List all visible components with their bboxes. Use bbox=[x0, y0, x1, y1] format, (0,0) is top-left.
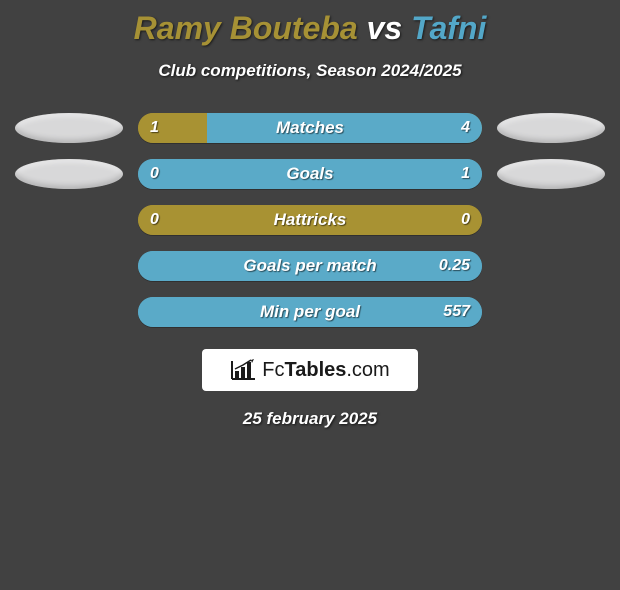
stat-row: 0.25Goals per match bbox=[0, 251, 620, 281]
date-label: 25 february 2025 bbox=[0, 409, 620, 429]
stat-row: 01Goals bbox=[0, 159, 620, 189]
ellipse-slot-right bbox=[482, 159, 620, 189]
ellipse-slot-left bbox=[0, 113, 138, 143]
logo-text-prefix: Fc bbox=[262, 359, 284, 381]
bar-fill-player2 bbox=[138, 159, 482, 189]
player2-badge bbox=[497, 113, 605, 143]
bar-fill-player2 bbox=[138, 251, 482, 281]
logo-text-suffix: .com bbox=[346, 359, 389, 381]
fctables-logo: FcTables.com bbox=[202, 349, 418, 391]
stat-bar: 557Min per goal bbox=[138, 297, 482, 327]
logo-text: FcTables.com bbox=[262, 359, 389, 382]
title-player2: Tafni bbox=[411, 10, 486, 46]
stat-bar: 0.25Goals per match bbox=[138, 251, 482, 281]
title-vs: vs bbox=[367, 10, 403, 46]
stat-bar: 14Matches bbox=[138, 113, 482, 143]
bar-chart-icon bbox=[230, 359, 256, 381]
ellipse-slot-left bbox=[0, 159, 138, 189]
page-title: Ramy Bouteba vs Tafni bbox=[0, 10, 620, 47]
player1-badge bbox=[15, 159, 123, 189]
stat-bar: 01Goals bbox=[138, 159, 482, 189]
stat-row: 00Hattricks bbox=[0, 205, 620, 235]
bar-fill-player1 bbox=[138, 113, 207, 143]
logo-text-bold: Tables bbox=[285, 359, 347, 381]
bar-fill-player2 bbox=[138, 297, 482, 327]
ellipse-slot-right bbox=[482, 113, 620, 143]
stat-bar: 00Hattricks bbox=[138, 205, 482, 235]
subtitle: Club competitions, Season 2024/2025 bbox=[0, 61, 620, 81]
player2-badge bbox=[497, 159, 605, 189]
title-player1: Ramy Bouteba bbox=[134, 10, 358, 46]
comparison-rows: 14Matches 01Goals 00Hattricks 0.25Goals per… bbox=[0, 113, 620, 327]
stat-row: 14Matches bbox=[0, 113, 620, 143]
player1-badge bbox=[15, 113, 123, 143]
bar-fill-player1 bbox=[138, 205, 482, 235]
bar-fill-player2 bbox=[207, 113, 482, 143]
stat-row: 557Min per goal bbox=[0, 297, 620, 327]
